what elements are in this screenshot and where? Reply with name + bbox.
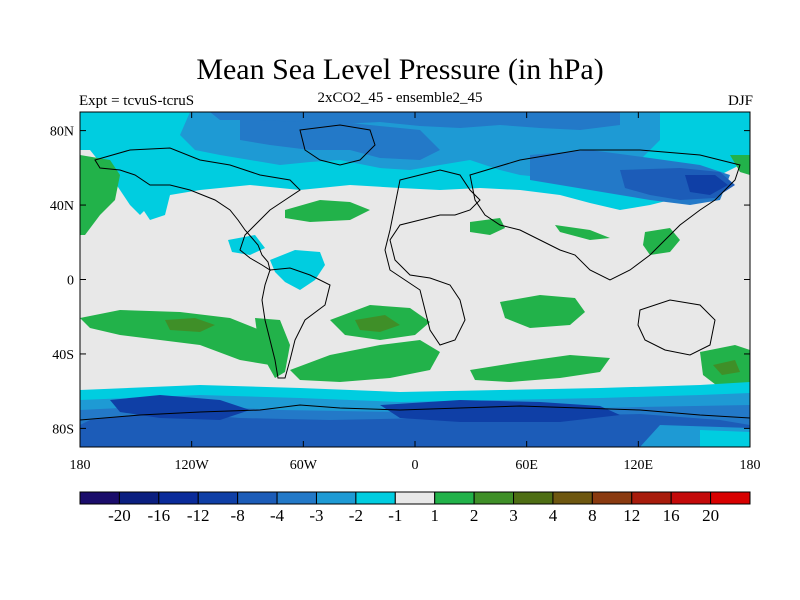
colorbar-label: -2 <box>349 506 363 525</box>
colorbar-swatch <box>434 491 475 505</box>
south-indian-deep <box>380 400 620 422</box>
top-band-blue <box>210 112 620 130</box>
colorbar-label: 3 <box>509 506 518 525</box>
colorbar-label: -20 <box>108 506 131 525</box>
tasman-dark <box>713 360 740 375</box>
season-label: DJF <box>727 93 753 109</box>
lon-tick-label: 60W <box>290 458 318 473</box>
lon-tick-label: 120E <box>624 458 654 473</box>
lon-tick-label: 120W <box>175 458 210 473</box>
colorbar-label: 2 <box>470 506 479 525</box>
colorbar-label: 4 <box>549 506 558 525</box>
south-pacific-deep <box>110 395 250 420</box>
lat-tick-label: 80N <box>50 125 74 140</box>
atlantic-positive <box>80 155 120 235</box>
caribbean-negative-2 <box>228 235 265 255</box>
lon-tick-label: 180 <box>70 458 91 473</box>
colorbar-label: 12 <box>623 506 640 525</box>
colorbar-label: -8 <box>231 506 245 525</box>
colorbar-swatch <box>710 491 751 505</box>
colorbar-swatch <box>315 491 357 505</box>
indian-positive <box>500 295 585 328</box>
colorbar-label: 16 <box>663 506 680 525</box>
lat-tick-label: 80S <box>52 422 74 437</box>
ensemble-label: 2xCO2_45 - ensemble2_45 <box>317 90 483 106</box>
caribbean-negative <box>270 250 325 290</box>
colorbar-label: -3 <box>309 506 323 525</box>
south-pacific-positive <box>80 310 275 365</box>
colorbar-swatch <box>276 491 317 505</box>
south-atlantic-positive <box>290 340 440 382</box>
colorbar-label: 1 <box>430 506 439 525</box>
asia-coast <box>469 149 741 281</box>
colorbar: -20 -16 -12 -8 -4 -3 -2 -1 1 2 3 4 8 12 16 20 <box>79 491 751 525</box>
south-pacific-dark <box>165 318 215 332</box>
lon-tick-label: 180 <box>740 458 761 473</box>
lat-tick-label: 40S <box>52 348 74 363</box>
india-positive <box>555 225 610 240</box>
colorbar-swatch <box>355 491 396 505</box>
south-light-low <box>700 430 750 447</box>
colorbar-label: -1 <box>388 506 402 525</box>
latitude-axis: 80N 40N 0 40S 80S <box>50 125 750 437</box>
north-center-dark <box>240 118 440 160</box>
antarctica-coast <box>80 404 750 421</box>
colorbar-swatch <box>513 491 554 505</box>
europe-africa-coast <box>384 169 481 346</box>
greenland-coast <box>299 124 376 166</box>
colorbar-swatch <box>79 491 120 505</box>
contour-fields <box>80 112 750 447</box>
colorbar-swatch <box>197 491 239 505</box>
lon-tick-label: 0 <box>412 458 419 473</box>
lat-tick-label: 40N <box>50 199 74 214</box>
page-title: Mean Sea Level Pressure (in hPa) <box>196 53 604 86</box>
south-america-coast <box>261 267 331 379</box>
lat-tick-label: 0 <box>67 274 74 289</box>
colorbar-swatch <box>473 491 515 505</box>
colorbar-swatch <box>118 491 160 505</box>
colorbar-swatch <box>670 491 712 505</box>
indian-south-positive <box>470 355 610 382</box>
longitude-axis: 180 120W 60W 0 60E 120E 180 <box>70 112 761 473</box>
colorbar-swatch <box>394 491 436 505</box>
atlantic-positive-2 <box>285 200 370 222</box>
australia-coast <box>637 299 716 356</box>
colorbar-swatch <box>591 491 633 505</box>
south-atlantic-dark <box>355 315 400 332</box>
colorbar-label: -4 <box>270 506 285 525</box>
asia-darkest <box>685 175 728 195</box>
colorbar-label: -16 <box>147 506 170 525</box>
south-band-darkest <box>80 412 750 447</box>
colorbar-swatch <box>552 491 593 505</box>
asia-cyan <box>140 190 170 220</box>
colorbar-label: 8 <box>588 506 597 525</box>
experiment-label: Expt = tcvuS-tcruS <box>79 93 195 109</box>
colorbar-swatch <box>237 491 278 505</box>
lon-tick-label: 60E <box>515 458 538 473</box>
coastlines <box>80 124 750 421</box>
colorbar-label: 20 <box>702 506 719 525</box>
colorbar-swatch <box>158 491 199 505</box>
colorbar-swatch <box>631 491 672 505</box>
colorbar-label: -12 <box>187 506 210 525</box>
